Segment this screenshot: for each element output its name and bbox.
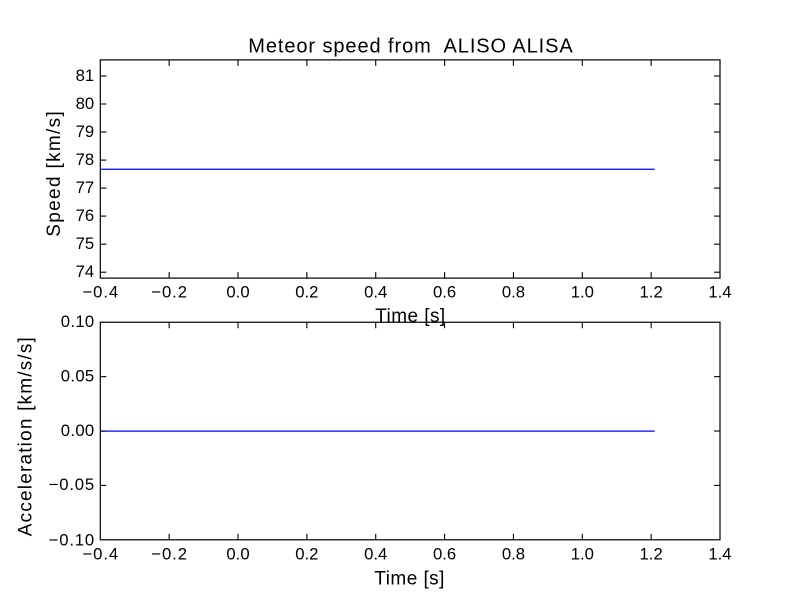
svg-text:−0.2: −0.2 bbox=[151, 283, 187, 302]
svg-text:80: 80 bbox=[76, 94, 95, 113]
svg-text:Time [s]: Time [s] bbox=[375, 306, 445, 327]
svg-text:0.0: 0.0 bbox=[226, 545, 249, 564]
svg-text:1.0: 1.0 bbox=[571, 545, 594, 564]
svg-text:−0.10: −0.10 bbox=[49, 530, 95, 549]
svg-text:78: 78 bbox=[76, 150, 95, 169]
svg-text:76: 76 bbox=[76, 206, 95, 225]
svg-text:1.2: 1.2 bbox=[640, 545, 663, 564]
svg-text:Acceleration [km/s/s]: Acceleration [km/s/s] bbox=[16, 337, 37, 536]
svg-text:74: 74 bbox=[76, 262, 95, 281]
svg-text:1.0: 1.0 bbox=[571, 283, 594, 302]
svg-text:79: 79 bbox=[76, 122, 95, 141]
svg-text:Time [s]: Time [s] bbox=[374, 568, 444, 589]
svg-text:0.00: 0.00 bbox=[61, 421, 94, 440]
svg-text:0.0: 0.0 bbox=[226, 283, 249, 302]
svg-text:1.2: 1.2 bbox=[640, 283, 663, 302]
svg-text:0.8: 0.8 bbox=[502, 545, 525, 564]
svg-text:0.2: 0.2 bbox=[295, 545, 318, 564]
svg-text:0.6: 0.6 bbox=[433, 545, 456, 564]
svg-text:0.05: 0.05 bbox=[61, 366, 94, 385]
svg-text:−0.4: −0.4 bbox=[82, 545, 118, 564]
svg-text:0.10: 0.10 bbox=[61, 312, 94, 331]
svg-text:75: 75 bbox=[76, 234, 95, 253]
svg-text:−0.4: −0.4 bbox=[82, 283, 118, 302]
svg-text:0.4: 0.4 bbox=[364, 545, 387, 564]
svg-text:1.4: 1.4 bbox=[708, 545, 731, 564]
svg-text:Meteor speed from ALISO ALISA: Meteor speed from ALISO ALISA bbox=[248, 36, 573, 58]
svg-text:0.4: 0.4 bbox=[364, 283, 387, 302]
svg-text:Speed [km/s]: Speed [km/s] bbox=[44, 111, 65, 237]
svg-text:0.8: 0.8 bbox=[502, 283, 525, 302]
svg-text:−0.05: −0.05 bbox=[49, 475, 95, 494]
svg-text:77: 77 bbox=[76, 178, 95, 197]
svg-text:−0.2: −0.2 bbox=[151, 545, 187, 564]
svg-text:1.4: 1.4 bbox=[708, 283, 731, 302]
svg-text:0.2: 0.2 bbox=[295, 283, 318, 302]
svg-text:81: 81 bbox=[76, 66, 95, 85]
svg-text:0.6: 0.6 bbox=[433, 283, 456, 302]
